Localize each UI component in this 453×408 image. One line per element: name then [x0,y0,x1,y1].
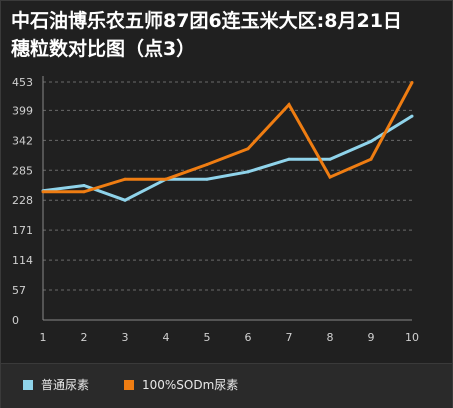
series-2-point-9 [369,157,373,161]
grid-lines [43,81,412,291]
line-chart: 0 57 114 171 228 285 342 399 453 1 2 3 4 5 6 7 8 9 10 [12,76,420,344]
y-axis-tick-labels: 0 57 114 171 228 285 342 399 453 [12,76,33,327]
x-tick-label-5: 5 [204,331,211,344]
chart-title: 中石油博乐农五师87团6连玉米大区:8月21日 穗粒数对比图（点3） [11,7,451,63]
axes [42,76,412,321]
series-1-point-3 [123,198,127,202]
y-tick-label-114: 114 [12,254,33,267]
series-2-point-8 [328,175,332,179]
series-1-point-6 [246,170,250,174]
series-2-point-6 [246,147,250,151]
x-tick-label-1: 1 [40,331,47,344]
series-2-point-1 [41,190,45,194]
series-2-point-10 [410,81,414,85]
series-2-point-2 [82,190,86,194]
series-2-point-7 [287,103,291,107]
y-tick-label-171: 171 [12,224,33,237]
x-tick-label-3: 3 [122,331,129,344]
series-1-point-8 [328,157,332,161]
series-2-point-3 [123,177,127,181]
x-tick-label-2: 2 [81,331,88,344]
series-1-point-7 [287,157,291,161]
series-1-point-10 [410,114,414,118]
x-axis-tick-labels: 1 2 3 4 5 6 7 8 9 10 [40,331,420,344]
y-tick-label-57: 57 [12,284,26,297]
y-tick-label-0: 0 [12,314,19,327]
x-tick-label-4: 4 [163,331,170,344]
series-2-point-4 [164,177,168,181]
x-tick-label-7: 7 [286,331,293,344]
series-2-point-5 [205,162,209,166]
series-line-2 [43,81,414,194]
x-tick-label-9: 9 [368,331,375,344]
chart-legend: 普通尿素 100%SODm尿素 [1,363,452,408]
chart-title-line-1: 中石油博乐农五师87团6连玉米大区:8月21日 [11,10,402,32]
chart-title-line-2: 穗粒数对比图（点3） [11,38,196,60]
x-tick-label-6: 6 [245,331,252,344]
legend-swatch-series-2 [124,379,134,390]
series-1-point-5 [205,177,209,181]
series-lines [41,81,414,202]
legend-label-series-1: 普通尿素 [41,378,90,392]
y-tick-label-228: 228 [12,194,33,207]
series-1-point-2 [82,184,86,188]
legend-item-series-1: 普通尿素 [23,376,89,393]
y-tick-label-285: 285 [12,164,33,177]
series-line-1 [42,114,413,202]
legend-label-series-2: 100%SODm尿素 [142,378,239,392]
legend-swatch-series-1 [23,379,33,390]
series-1-point-9 [369,139,373,143]
legend-item-series-2: 100%SODm尿素 [124,376,238,393]
y-tick-label-399: 399 [12,104,33,117]
y-tick-label-453: 453 [12,76,33,89]
x-tick-label-10: 10 [405,331,419,344]
x-tick-label-8: 8 [327,331,334,344]
y-tick-label-342: 342 [12,134,33,147]
